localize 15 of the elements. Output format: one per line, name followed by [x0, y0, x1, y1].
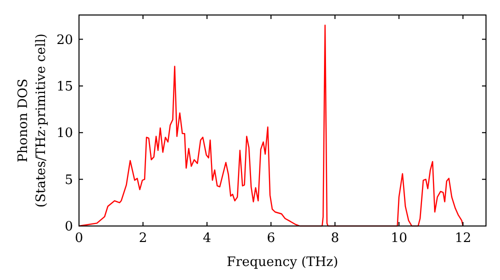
x-tick-label: 6 [266, 231, 276, 246]
y-axis-title: Phonon DOS (States/THz·primitive cell) [16, 33, 49, 208]
x-tick-label: 8 [330, 231, 340, 246]
x-tick-label: 2 [138, 231, 148, 246]
y-tick-label: 0 [64, 220, 73, 234]
y-tick-label: 5 [64, 172, 73, 188]
y-tick-label: 10 [56, 126, 73, 142]
x-tick-label: 12 [454, 231, 472, 246]
y-tick-label: 15 [56, 79, 73, 94]
x-tick-label: 4 [202, 231, 212, 246]
line-series [78, 24, 464, 227]
y-tick-label: 20 [56, 32, 73, 48]
x-axis-title: Frequency (THz) [226, 255, 338, 270]
x-tick-label: 0 [74, 231, 84, 246]
x-tick-label: 10 [390, 231, 408, 246]
